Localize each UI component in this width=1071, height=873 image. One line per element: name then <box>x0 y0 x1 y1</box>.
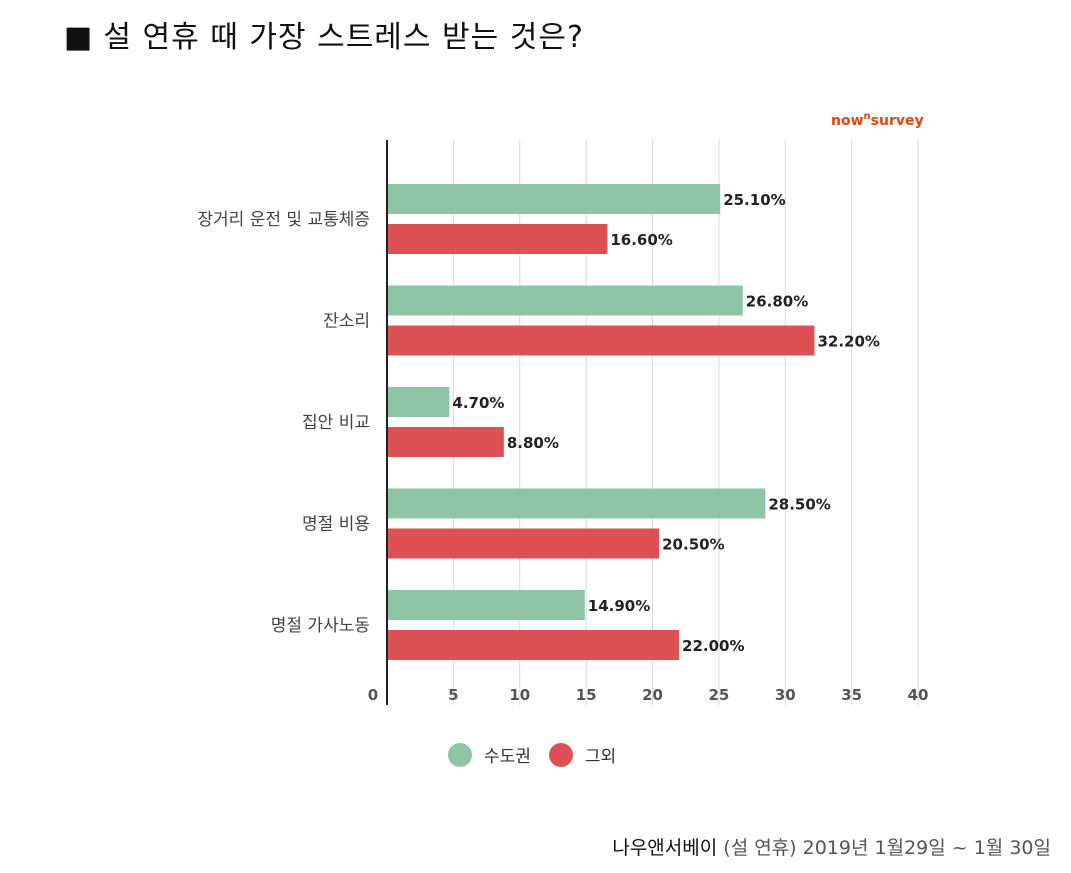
chart-title: ■ 설 연휴 때 가장 스트레스 받는 것은? <box>64 12 584 56</box>
legend-dot-series-0 <box>448 742 472 767</box>
data-label: 26.80% <box>746 293 808 311</box>
category-label: 장거리 운전 및 교통체증 <box>197 210 370 230</box>
legend-item-series-0: 수도권 <box>448 742 531 767</box>
data-label: 14.90% <box>588 597 650 615</box>
bar <box>387 427 504 457</box>
bar <box>387 325 815 356</box>
x-tick-label: 20 <box>642 686 663 704</box>
bar <box>387 224 608 254</box>
category-label: 잔소리 <box>323 312 370 332</box>
x-tick-label: 35 <box>841 686 862 704</box>
legend-item-series-1: 그외 <box>548 742 617 767</box>
x-tick-label: 0 <box>368 686 378 704</box>
brand-sup: n <box>863 111 871 122</box>
x-tick-label: 15 <box>576 686 597 704</box>
x-tick-label: 10 <box>509 686 530 704</box>
brand-logo: nownsurvey <box>831 111 924 129</box>
bar <box>387 590 585 620</box>
data-label: 4.70% <box>452 394 504 412</box>
data-label: 22.00% <box>682 637 744 655</box>
data-label: 16.60% <box>610 231 672 249</box>
data-label: 32.20% <box>817 333 879 351</box>
bar <box>387 488 766 519</box>
bar <box>387 528 660 559</box>
title-marker: ■ <box>64 20 94 55</box>
data-label: 20.50% <box>662 536 724 554</box>
data-label: 25.10% <box>723 191 785 209</box>
source-note: 나우앤서베이 (설 연휴) 2019년 1월29일 ~ 1월 30일 <box>612 833 1051 860</box>
x-tick-label: 40 <box>908 686 929 704</box>
x-tick-label: 30 <box>775 686 796 704</box>
legend-label-series-0: 수도권 <box>484 747 531 767</box>
category-label: 집안 비교 <box>302 413 370 433</box>
x-tick-label: 5 <box>448 686 458 704</box>
source-main: 나우앤서베이 <box>612 837 718 859</box>
category-label: 명절 가사노동 <box>271 616 370 636</box>
legend-dot-series-1 <box>548 742 573 767</box>
x-tick-label: 25 <box>708 686 729 704</box>
bar <box>387 630 680 660</box>
legend: 수도권 그외 <box>448 742 634 767</box>
title-text: 설 연휴 때 가장 스트레스 받는 것은? <box>103 20 584 55</box>
legend-label-series-1: 그외 <box>584 747 617 767</box>
brand-main: now <box>831 113 864 129</box>
brand-rest: survey <box>870 113 924 129</box>
category-label: 명절 비용 <box>302 515 370 535</box>
data-label: 8.80% <box>507 434 559 452</box>
data-label: 28.50% <box>768 496 830 514</box>
bar <box>387 285 743 316</box>
source-rest: (설 연휴) 2019년 1월29일 ~ 1월 30일 <box>723 837 1051 859</box>
bar <box>387 184 721 214</box>
bar <box>387 387 450 417</box>
